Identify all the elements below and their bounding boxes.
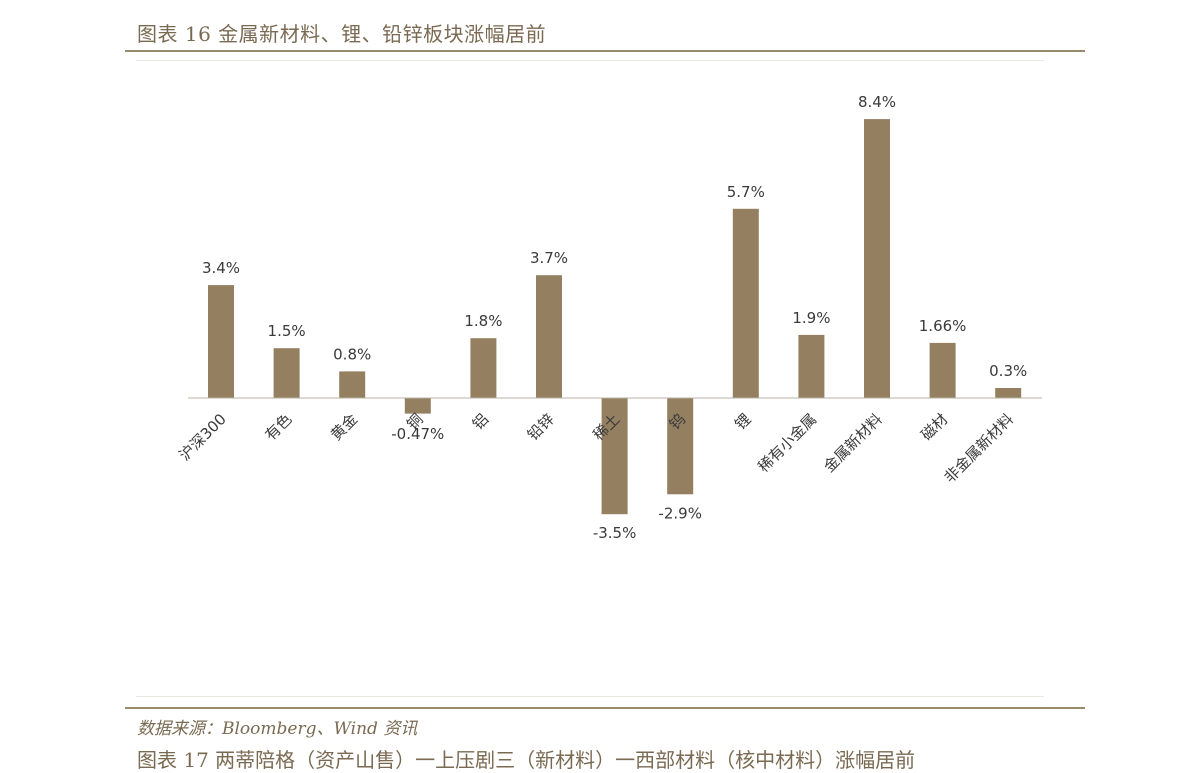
value-label-5: 3.7% (530, 249, 568, 267)
value-label-9: 1.9% (792, 309, 830, 327)
value-labels-layer: 3.4% 1.5% 0.8% -0.47% 1.8% 3.7% -3.5% -2.9% 5.7%… (202, 93, 1027, 542)
value-label-4: 1.8% (464, 312, 502, 330)
bar-12 (995, 388, 1022, 398)
bar-11 (929, 342, 956, 398)
bar-5 (536, 275, 562, 398)
category-label-12: 非金属新材料 (941, 410, 1017, 486)
bar-8 (732, 208, 759, 398)
category-label-9: 稀有小金属 (754, 410, 820, 476)
category-label-1: 有色 (261, 410, 295, 444)
data-source-note: 数据来源：Bloomberg、Wind 资讯 (137, 719, 418, 739)
value-label-10: 8.4% (858, 93, 896, 111)
bar-2 (339, 371, 366, 398)
bar-0 (208, 285, 234, 398)
top-rule (125, 50, 1085, 52)
category-labels-layer: 沪深300 有色 黄金铜铝铅锌 稀土钨锂稀有小金属 金属新材料 磁材非金属新材料 (176, 410, 1017, 486)
category-label-10: 金属新材料 (820, 410, 886, 476)
value-label-1: 1.5% (268, 322, 306, 340)
chart-frame: 3.4% 1.5% 0.8% -0.47% 1.8% 3.7% -3.5% -2.9% 5.7%… (136, 60, 1044, 697)
figure-title: 图表 16 金属新材料、锂、铅锌板块涨幅居前 (137, 22, 547, 46)
bar-3 (404, 398, 431, 414)
category-label-4: 铝 (469, 410, 492, 433)
category-label-2: 黄金 (327, 410, 361, 444)
bars-layer (208, 119, 1022, 515)
value-label-3: -0.47% (391, 425, 444, 443)
next-figure-title: 图表 17 两蒂陪格（资产山售）一上压剧三（新材料）一西部材料（核中材料）涨幅居… (137, 748, 916, 772)
bar-9 (798, 334, 825, 398)
value-label-7: -2.9% (658, 504, 702, 522)
value-label-2: 0.8% (333, 345, 371, 363)
category-label-5: 铅锌 (524, 410, 558, 444)
value-label-12: 0.3% (989, 362, 1027, 380)
category-label-0: 沪深300 (176, 410, 230, 464)
bottom-rule (125, 707, 1085, 709)
bar-4 (470, 338, 497, 398)
bar-1 (273, 348, 300, 398)
value-label-8: 5.7% (727, 183, 765, 201)
value-label-6: -3.5% (593, 524, 637, 542)
category-label-11: 磁材 (917, 410, 951, 444)
bar-chart: 3.4% 1.5% 0.8% -0.47% 1.8% 3.7% -3.5% -2.9% 5.7%… (176, 93, 1042, 542)
category-label-8: 锂 (731, 410, 754, 433)
bar-10 (864, 119, 890, 398)
value-label-0: 3.4% (202, 259, 240, 277)
bar-7 (667, 398, 694, 495)
bar-6 (601, 398, 628, 515)
value-label-11: 1.66% (919, 317, 967, 335)
